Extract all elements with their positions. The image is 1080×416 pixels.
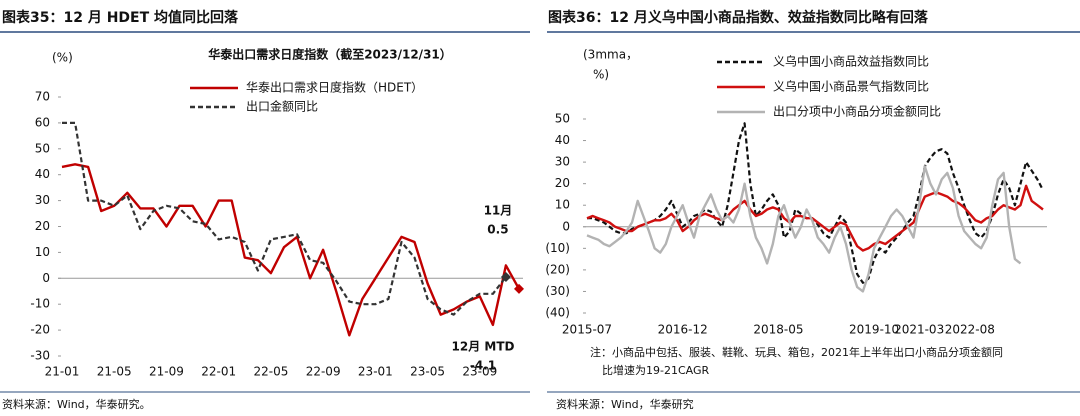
y-tick-label: 10 [555,198,570,212]
y-tick-label: (10) [545,241,570,255]
y-tick-label: (30) [545,284,570,298]
y-axis-label: (%) [52,51,73,65]
series-line [587,122,1044,284]
data-label: 0.5 [487,223,508,237]
x-tick-label: 22-01 [201,365,236,379]
chart-title: 图表36：12 月义乌中国小商品指数、效益指数同比略有回落 [548,9,929,26]
y-tick-label: -20 [30,323,50,337]
y-axis-label: %) [593,68,609,82]
x-tick-label: 22-09 [306,365,341,379]
y-tick-label: -30 [30,349,50,363]
y-tick-label: 20 [555,176,570,190]
y-tick-label: 60 [35,115,50,129]
legend-label: 义乌中国小商品景气指数同比 [773,79,929,94]
note: 比增速为19-21CAGR [602,363,709,377]
y-tick-label: 40 [555,133,570,147]
y-tick-label: (20) [545,262,570,276]
x-tick-label: 22-05 [253,365,288,379]
annotation: 11月 [484,204,513,218]
y-tick-label: 30 [35,193,50,207]
x-tick-label: 2019-10 [849,323,899,337]
y-tick-label: 30 [555,155,570,169]
series-line [62,121,507,316]
legend-label: 出口金额同比 [246,99,318,114]
point-marker [514,283,524,294]
y-tick-label: 50 [555,112,570,126]
y-axis-label: (3mma， [583,48,638,62]
y-tick-label: 10 [35,245,50,259]
chart-title: 图表35：12 月 HDET 均值同比回落 [2,9,239,26]
series-line [61,163,521,337]
x-tick-label: 2016-12 [658,323,708,337]
x-tick-label: 21-05 [97,365,132,379]
legend-label: 出口分项中小商品分项金额同比 [773,104,941,119]
y-tick-label: -10 [30,297,50,311]
y-tick-label: 0 [562,219,570,233]
y-tick-label: 70 [35,90,50,104]
legend-label: 义乌中国小商品效益指数同比 [773,54,929,69]
y-tick-label: (40) [545,306,570,320]
note: 注：小商品中包括、服装、鞋靴、玩具、箱包，2021年上半年出口小商品分项金额同 [590,345,1003,359]
x-tick-label: 23-05 [410,365,445,379]
x-tick-label: 23-09 [462,365,497,379]
x-tick-label: 23-01 [358,365,393,379]
chart-subtitle: 华泰出口需求日度指数（截至2023/12/31） [208,47,452,62]
y-tick-label: 40 [35,167,50,181]
series-line [586,165,1022,293]
x-tick-label: 21-01 [45,365,80,379]
x-tick-label: 21-09 [149,365,184,379]
x-tick-label: 2015-07 [562,323,612,337]
point-marker [500,272,511,283]
legend-label: 华泰出口需求日度指数（HDET） [246,80,423,95]
source: 资料来源：Wind，华泰研究 [556,397,694,411]
data-label: -4.1 [470,358,496,372]
x-tick-label: 2021-03 [894,323,944,337]
annotation: 12月 MTD [452,339,515,353]
x-tick-label: 2018-05 [753,323,803,337]
y-tick-label: 50 [35,141,50,155]
x-tick-label: 2022-08 [945,323,995,337]
series-line [586,184,1044,252]
y-tick-label: 0 [42,271,50,285]
y-tick-label: 20 [35,219,50,233]
source: 资料来源：Wind，华泰研究。 [2,397,151,411]
